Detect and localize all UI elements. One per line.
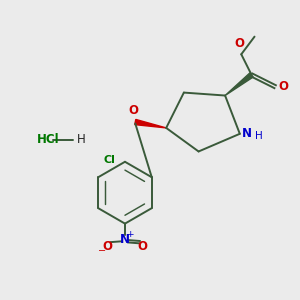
Text: H: H <box>76 133 85 146</box>
Text: O: O <box>138 240 148 253</box>
Text: −: − <box>98 246 106 256</box>
Text: H: H <box>254 131 262 141</box>
Text: O: O <box>278 80 288 93</box>
Text: +: + <box>126 230 134 239</box>
Polygon shape <box>225 73 253 95</box>
Text: O: O <box>235 37 245 50</box>
Text: N: N <box>120 233 130 246</box>
Text: O: O <box>129 104 139 117</box>
Text: O: O <box>102 240 112 253</box>
Polygon shape <box>135 119 166 128</box>
Text: HCl: HCl <box>37 133 59 146</box>
Text: Cl: Cl <box>104 155 116 165</box>
Text: N: N <box>242 127 252 140</box>
